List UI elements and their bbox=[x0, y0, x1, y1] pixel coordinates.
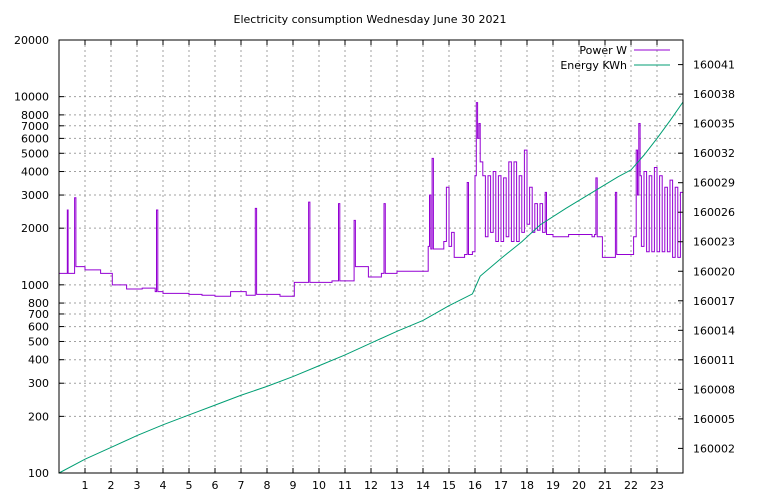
chart-title: Electricity consumption Wednesday June 3… bbox=[234, 13, 507, 26]
y2-tick-label: 160029 bbox=[693, 177, 735, 190]
y2-tick-label: 160014 bbox=[693, 324, 735, 337]
x-tick-label: 11 bbox=[338, 479, 352, 492]
y-tick-label: 20000 bbox=[14, 34, 49, 47]
y-tick-label: 3000 bbox=[21, 189, 49, 202]
x-tick-label: 12 bbox=[364, 479, 378, 492]
legend-label: Power W bbox=[579, 44, 627, 57]
y-tick-label: 300 bbox=[28, 377, 49, 390]
legend-label: Energy KWh bbox=[560, 59, 627, 72]
y-tick-label: 7000 bbox=[21, 120, 49, 133]
x-tick-label: 15 bbox=[442, 479, 456, 492]
y-tick-label: 5000 bbox=[21, 147, 49, 160]
y2-tick-label: 160011 bbox=[693, 354, 735, 367]
y-tick-label: 500 bbox=[28, 335, 49, 348]
x-tick-label: 23 bbox=[650, 479, 664, 492]
y2-tick-label: 160038 bbox=[693, 88, 735, 101]
y-tick-label: 700 bbox=[28, 308, 49, 321]
x-tick-label: 8 bbox=[264, 479, 271, 492]
legend: Power W Energy KWh bbox=[560, 44, 670, 72]
y2-tick-label: 160032 bbox=[693, 147, 735, 160]
y-tick-label: 10000 bbox=[14, 91, 49, 104]
y2-tick-label: 160005 bbox=[693, 413, 735, 426]
y-tick-label: 600 bbox=[28, 321, 49, 334]
x-tick-label: 4 bbox=[160, 479, 167, 492]
y2-tick-label: 160008 bbox=[693, 383, 735, 396]
y2-tick-label: 160035 bbox=[693, 118, 735, 131]
series-line-1 bbox=[58, 101, 684, 474]
y-tick-label: 800 bbox=[28, 297, 49, 310]
y-tick-label: 6000 bbox=[21, 132, 49, 145]
y-tick-label: 1000 bbox=[21, 279, 49, 292]
x-tick-label: 2 bbox=[108, 479, 115, 492]
y-tick-label: 4000 bbox=[21, 166, 49, 179]
y-tick-label: 2000 bbox=[21, 222, 49, 235]
y2-tick-label: 160041 bbox=[693, 59, 735, 72]
x-tick-label: 9 bbox=[290, 479, 297, 492]
x-tick-label: 14 bbox=[416, 479, 430, 492]
x-tick-label: 3 bbox=[134, 479, 141, 492]
x-tick-label: 13 bbox=[390, 479, 404, 492]
x-tick-label: 7 bbox=[238, 479, 245, 492]
y2-tick-label: 160017 bbox=[693, 295, 735, 308]
x-tick-label: 21 bbox=[598, 479, 612, 492]
axis-ticks: 1 2 3 4 5 6 7 8 9 10 11 12 13 14 15 16 17 18 19 20 21 22 23100… bbox=[14, 34, 735, 492]
y2-tick-label: 160002 bbox=[693, 442, 735, 455]
y-tick-label: 8000 bbox=[21, 109, 49, 122]
x-tick-label: 20 bbox=[572, 479, 586, 492]
x-tick-label: 22 bbox=[624, 479, 638, 492]
x-tick-label: 10 bbox=[312, 479, 326, 492]
x-tick-label: 18 bbox=[520, 479, 534, 492]
y2-tick-label: 160026 bbox=[693, 206, 735, 219]
x-tick-label: 5 bbox=[186, 479, 193, 492]
x-tick-label: 19 bbox=[546, 479, 560, 492]
series-layer bbox=[58, 101, 684, 474]
y-tick-label: 200 bbox=[28, 410, 49, 423]
series-line-0 bbox=[59, 102, 684, 297]
x-tick-label: 16 bbox=[468, 479, 482, 492]
x-tick-label: 1 bbox=[82, 479, 89, 492]
y2-tick-label: 160020 bbox=[693, 265, 735, 278]
grid bbox=[59, 39, 683, 474]
x-tick-label: 17 bbox=[494, 479, 508, 492]
y-tick-label: 100 bbox=[28, 467, 49, 480]
y2-tick-label: 160023 bbox=[693, 236, 735, 249]
x-tick-label: 6 bbox=[212, 479, 219, 492]
y-tick-label: 400 bbox=[28, 354, 49, 367]
